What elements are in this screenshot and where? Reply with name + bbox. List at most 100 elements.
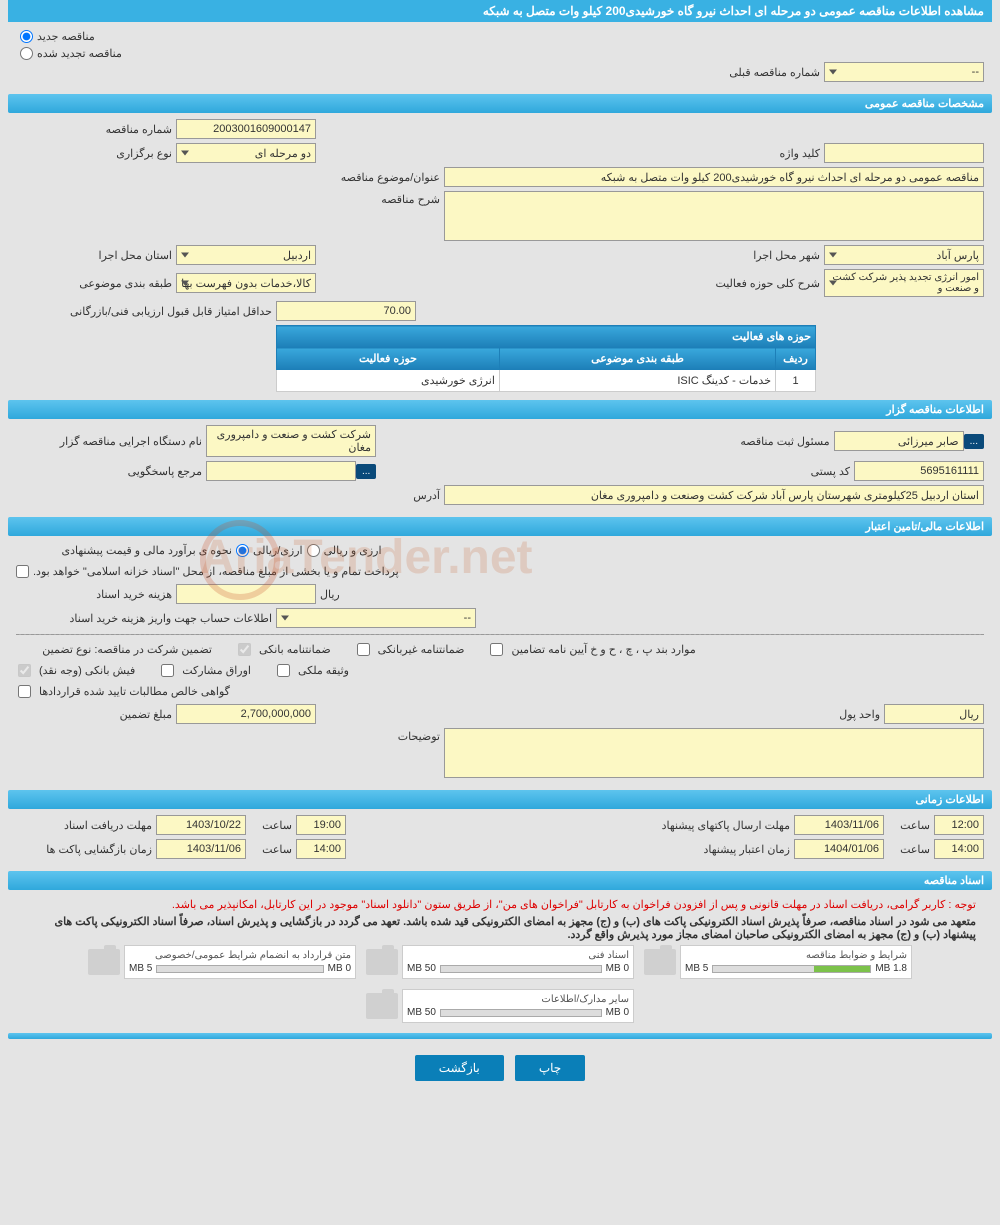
table-row: 1 خدمات - کدینگ ISIC انرژی خورشیدی: [277, 370, 816, 392]
doc-fee-field[interactable]: [176, 584, 316, 604]
section3-header: اطلاعات مالی/تامین اعتبار: [8, 517, 992, 536]
subject-field: مناقصه عمومی دو مرحله ای احداث نیرو گاه …: [444, 167, 984, 187]
currency-rial-radio[interactable]: [307, 544, 320, 557]
tender-renewed-radio-row: مناقصه تجدید شده: [16, 45, 984, 62]
activity-scope-select[interactable]: امور انرژی تجدید پذیر شرکت کشت و صنعت و: [824, 269, 984, 297]
chk-cases[interactable]: [490, 643, 503, 656]
city-label: شهر محل اجرا: [724, 247, 824, 264]
col-activity: حوزه فعالیت: [277, 348, 500, 370]
prev-tender-label: شماره مناقصه قبلی: [704, 64, 824, 81]
print-button[interactable]: چاپ: [515, 1055, 585, 1081]
cell-activity: انرژی خورشیدی: [277, 370, 500, 392]
cell-rownum: 1: [776, 370, 816, 392]
chk-cash[interactable]: [18, 664, 31, 677]
province-select[interactable]: اردبیل: [176, 245, 316, 265]
file-max: 50 MB: [407, 963, 436, 974]
open-date-field: 1403/11/06: [156, 839, 246, 859]
receive-time-label: ساعت: [246, 817, 296, 834]
activity-table: حوزه های فعالیت ردیف طبقه بندی موضوعی حو…: [276, 325, 816, 392]
file-max: 5 MB: [685, 963, 708, 974]
tender-new-radio-row: مناقصه جدید: [16, 28, 984, 45]
section1-header: مشخصات مناقصه عمومی: [8, 94, 992, 113]
tender-renewed-label: مناقصه تجدید شده: [37, 47, 122, 60]
file-card[interactable]: متن قرارداد به انضمام شرایط عمومی/خصوصی0…: [124, 945, 356, 979]
chk-property-label: وثیقه ملکی: [294, 662, 353, 679]
chk-nonbank[interactable]: [357, 643, 370, 656]
file-title: متن قرارداد به انضمام شرایط عمومی/خصوصی: [129, 950, 351, 961]
receive-time-field: 19:00: [296, 815, 346, 835]
send-date-field: 1403/11/06: [794, 815, 884, 835]
category-select[interactable]: کالا،خدمات بدون فهرست بها: [176, 273, 316, 293]
page-title: مشاهده اطلاعات مناقصه عمومی دو مرحله ای …: [8, 0, 992, 22]
chk-cert[interactable]: [18, 685, 31, 698]
activity-table-caption: حوزه های فعالیت: [277, 326, 816, 348]
file-title: سایر مدارک/اطلاعات: [407, 994, 629, 1005]
chk-nonbank-label: ضمانتنامه غیربانکی: [374, 641, 469, 658]
chk-cash-label: فیش بانکی (وجه نقد): [35, 662, 139, 679]
tender-new-radio[interactable]: [20, 30, 33, 43]
section2-header: اطلاعات مناقصه گزار: [8, 400, 992, 419]
file-bar: [156, 965, 323, 973]
open-label: زمان بازگشایی پاکت ها: [16, 841, 156, 858]
chk-bank[interactable]: [238, 643, 251, 656]
file-card[interactable]: سایر مدارک/اطلاعات0 MB50 MB: [402, 989, 634, 1023]
tender-number-label: شماره مناقصه: [16, 121, 176, 138]
address-field: استان اردبیل 25کیلومتری شهرستان پارس آبا…: [444, 485, 984, 505]
currency-arzi-radio[interactable]: [236, 544, 249, 557]
account-label: اطلاعات حساب جهت واریز هزینه خرید اسناد: [16, 610, 276, 627]
account-select[interactable]: --: [276, 608, 476, 628]
guarantee-type-label: تضمین شرکت در مناقصه: نوع تضمین: [16, 641, 216, 658]
folder-icon: [644, 949, 676, 975]
chk-cert-label: گواهی خالص مطالبات تایید شده قراردادها: [35, 683, 234, 700]
chk-property[interactable]: [277, 664, 290, 677]
file-bar: [712, 965, 871, 973]
subject-label: عنوان/موضوع مناقصه: [284, 169, 444, 186]
responder-field: [206, 461, 356, 481]
file-card[interactable]: شرایط و ضوابط مناقصه1.8 MB5 MB: [680, 945, 912, 979]
send-time-field: 12:00: [934, 815, 984, 835]
unit-label: واحد پول: [814, 706, 884, 723]
file-title: شرایط و ضوابط مناقصه: [685, 950, 907, 961]
col-row: ردیف: [776, 348, 816, 370]
valid-time-field: 14:00: [934, 839, 984, 859]
notes-textarea[interactable]: [444, 728, 984, 778]
responder-label: مرجع پاسخگویی: [16, 463, 206, 480]
prev-tender-select[interactable]: --: [824, 62, 984, 82]
docs-note1: توجه : کاربر گرامی، دریافت اسناد در مهلت…: [16, 896, 984, 913]
back-button[interactable]: بازگشت: [415, 1055, 504, 1081]
category-label: طبقه بندی موضوعی: [16, 275, 176, 292]
file-item: سایر مدارک/اطلاعات0 MB50 MB: [364, 987, 636, 1025]
responder-more-button[interactable]: ...: [356, 464, 376, 479]
estimate-label: نحوه ی برآورد مالی و قیمت پیشنهادی: [16, 542, 236, 559]
open-time-field: 14:00: [296, 839, 346, 859]
notes-label: توضیحات: [284, 728, 444, 745]
section5-header: اسناد مناقصه: [8, 871, 992, 890]
section4-header: اطلاعات زمانی: [8, 790, 992, 809]
valid-label: زمان اعتبار پیشنهاد: [624, 841, 794, 858]
file-card[interactable]: اسناد فنی0 MB50 MB: [402, 945, 634, 979]
file-item: شرایط و ضوابط مناقصه1.8 MB5 MB: [642, 943, 914, 981]
registrar-more-button[interactable]: ...: [964, 434, 984, 449]
description-label: شرح مناقصه: [284, 191, 444, 208]
file-item: اسناد فنی0 MB50 MB: [364, 943, 636, 981]
postal-field: 5695161111: [854, 461, 984, 481]
tender-number-field: 2003001609000147: [176, 119, 316, 139]
org-label: نام دستگاه اجرایی مناقصه گزار: [16, 433, 206, 450]
hold-type-label: نوع برگزاری: [16, 145, 176, 162]
treasury-checkbox[interactable]: [16, 565, 29, 578]
registrar-label: مسئول ثبت مناقصه: [704, 433, 834, 450]
keyword-field[interactable]: [824, 143, 984, 163]
file-item: متن قرارداد به انضمام شرایط عمومی/خصوصی0…: [86, 943, 358, 981]
address-label: آدرس: [254, 487, 444, 504]
receive-date-field: 1403/10/22: [156, 815, 246, 835]
min-score-label: حداقل امتیاز قابل قبول ارزیابی فنی/بازرگ…: [16, 303, 276, 320]
keyword-label: کلید واژه: [734, 145, 824, 162]
hold-type-select[interactable]: دو مرحله ای: [176, 143, 316, 163]
province-label: استان محل اجرا: [16, 247, 176, 264]
city-select[interactable]: پارس آباد: [824, 245, 984, 265]
description-textarea[interactable]: [444, 191, 984, 241]
tender-renewed-radio[interactable]: [20, 47, 33, 60]
org-field: شرکت کشت و صنعت و دامپروری مغان: [206, 425, 376, 457]
files-grid: شرایط و ضوابط مناقصه1.8 MB5 MB اسناد فنی0…: [16, 943, 984, 1025]
chk-bonds[interactable]: [161, 664, 174, 677]
